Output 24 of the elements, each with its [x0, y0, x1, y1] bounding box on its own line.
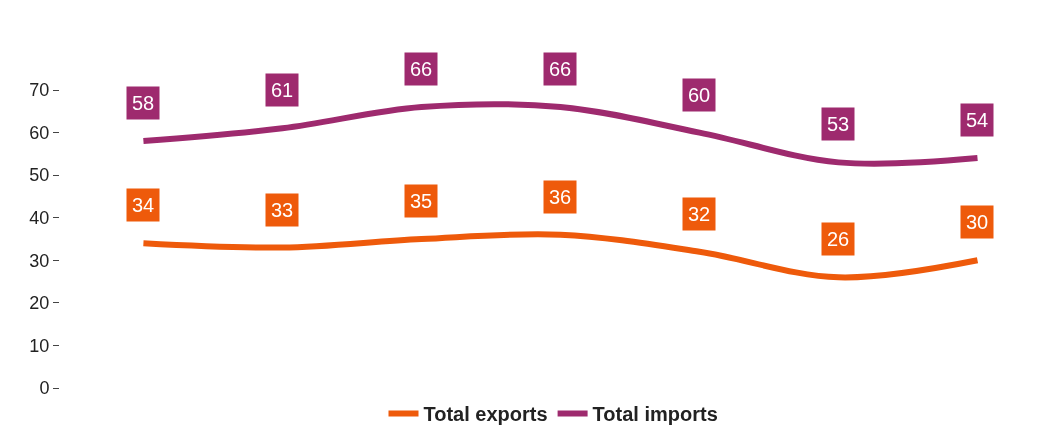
data-label: 61	[271, 79, 294, 101]
y-tick-label: 70	[29, 80, 50, 101]
data-label: 36	[549, 186, 572, 208]
data-label: 35	[410, 190, 433, 212]
data-label: 30	[966, 211, 989, 233]
y-tick-label: 10	[29, 335, 50, 356]
data-label: 60	[688, 84, 711, 106]
y-tick-label: 50	[29, 165, 50, 186]
y-tick-label: 20	[29, 293, 50, 314]
data-label: 58	[132, 92, 155, 114]
data-label: 66	[410, 58, 433, 80]
legend-label: Total imports	[592, 403, 718, 426]
y-tick-label: 0	[39, 378, 50, 399]
data-label: 33	[271, 199, 294, 221]
y-tick-label: 30	[29, 250, 50, 271]
data-label: 53	[827, 113, 850, 135]
legend-label: Total exports	[423, 403, 548, 426]
data-label: 34	[132, 194, 155, 216]
data-label: 54	[966, 109, 989, 131]
data-label: 32	[688, 203, 711, 225]
y-tick-label: 40	[29, 208, 50, 229]
y-tick-label: 60	[29, 122, 50, 143]
data-label: 66	[549, 58, 572, 80]
data-label: 26	[827, 228, 850, 250]
